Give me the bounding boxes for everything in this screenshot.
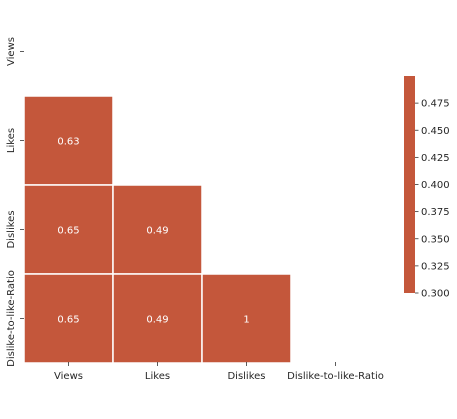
cell-value-label: 0.63 xyxy=(57,137,79,148)
x-axis: Views Likes Dislikes Dislike-to-like-Ratio xyxy=(54,362,384,382)
heatmap-cell-likes-views xyxy=(23,95,114,186)
cell-value-label: 0.49 xyxy=(146,226,168,237)
y-tick-label-likes: Likes xyxy=(6,128,17,153)
colorbar-tick-label: 0.400 xyxy=(421,180,450,191)
heatmap-annotations: 0.63 0.65 0.49 0.65 0.49 1 xyxy=(57,137,249,326)
cell-value-label: 0.65 xyxy=(57,315,79,326)
heatmap-cell-dislike-to-like-ratio-dislikes xyxy=(201,273,292,364)
x-tick-label-dislike-to-like-ratio: Dislike-to-like-Ratio xyxy=(287,371,384,382)
colorbar-tick-label: 0.350 xyxy=(421,234,450,245)
heatmap-cell-dislikes-likes xyxy=(112,184,203,275)
x-tick-label-views: Views xyxy=(54,371,83,382)
colorbar-tick-label: 0.450 xyxy=(421,126,450,137)
x-tick-label-dislikes: Dislikes xyxy=(227,371,265,382)
colorbar-tick-label: 0.425 xyxy=(421,153,450,164)
y-tick-label-dislikes: Dislikes xyxy=(6,210,17,248)
x-tick-label-likes: Likes xyxy=(145,371,170,382)
colorbar: 0.300 0.325 0.350 0.375 0.400 0.425 0.450 0.475 xyxy=(404,76,450,300)
y-tick-label-views: Views xyxy=(6,37,17,66)
colorbar-tick-label: 0.325 xyxy=(421,261,450,272)
cell-value-label: 0.65 xyxy=(57,226,79,237)
heatmap-cell-dislikes-views xyxy=(23,184,114,275)
colorbar-tick-label: 0.300 xyxy=(421,289,450,300)
colorbar-tick-label: 0.375 xyxy=(421,207,450,218)
heatmap-cells xyxy=(23,95,292,364)
colorbar-gradient xyxy=(404,76,415,293)
y-axis: Views Likes Dislikes Dislike-to-like-Ratio xyxy=(6,37,24,367)
cell-value-label: 0.49 xyxy=(146,315,168,326)
y-tick-label-dislike-to-like-ratio: Dislike-to-like-Ratio xyxy=(6,270,17,367)
cell-value-label: 1 xyxy=(243,315,249,326)
colorbar-tick-label: 0.475 xyxy=(421,99,450,110)
